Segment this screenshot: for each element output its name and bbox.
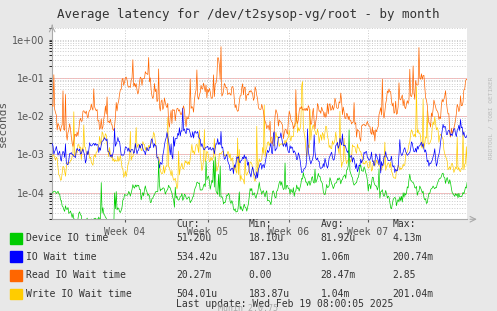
Text: 534.42u: 534.42u xyxy=(176,252,218,262)
Text: Last update: Wed Feb 19 08:00:05 2025: Last update: Wed Feb 19 08:00:05 2025 xyxy=(176,299,394,309)
Text: Cur:: Cur: xyxy=(176,219,200,229)
Text: 1.06m: 1.06m xyxy=(321,252,350,262)
Text: 504.01u: 504.01u xyxy=(176,289,218,299)
Text: Avg:: Avg: xyxy=(321,219,344,229)
Text: Average latency for /dev/t2sysop-vg/root - by month: Average latency for /dev/t2sysop-vg/root… xyxy=(57,8,440,21)
Text: 1.04m: 1.04m xyxy=(321,289,350,299)
Text: Min:: Min: xyxy=(248,219,272,229)
Text: 20.27m: 20.27m xyxy=(176,270,212,280)
Text: 18.10u: 18.10u xyxy=(248,233,284,243)
Text: 183.87u: 183.87u xyxy=(248,289,290,299)
Text: 2.85: 2.85 xyxy=(393,270,416,280)
Text: 28.47m: 28.47m xyxy=(321,270,356,280)
Text: Device IO time: Device IO time xyxy=(26,233,108,243)
Text: Write IO Wait time: Write IO Wait time xyxy=(26,289,132,299)
Text: Max:: Max: xyxy=(393,219,416,229)
Y-axis label: seconds: seconds xyxy=(0,100,8,147)
Text: IO Wait time: IO Wait time xyxy=(26,252,96,262)
Text: 4.13m: 4.13m xyxy=(393,233,422,243)
Text: 0.00: 0.00 xyxy=(248,270,272,280)
Text: RRDTOOL / TOBI OETIKER: RRDTOOL / TOBI OETIKER xyxy=(489,77,494,160)
Text: 187.13u: 187.13u xyxy=(248,252,290,262)
Text: 81.92u: 81.92u xyxy=(321,233,356,243)
Text: 201.04m: 201.04m xyxy=(393,289,434,299)
Text: 51.20u: 51.20u xyxy=(176,233,212,243)
Text: Munin 2.0.75: Munin 2.0.75 xyxy=(219,304,278,311)
Text: 200.74m: 200.74m xyxy=(393,252,434,262)
Text: Read IO Wait time: Read IO Wait time xyxy=(26,270,126,280)
